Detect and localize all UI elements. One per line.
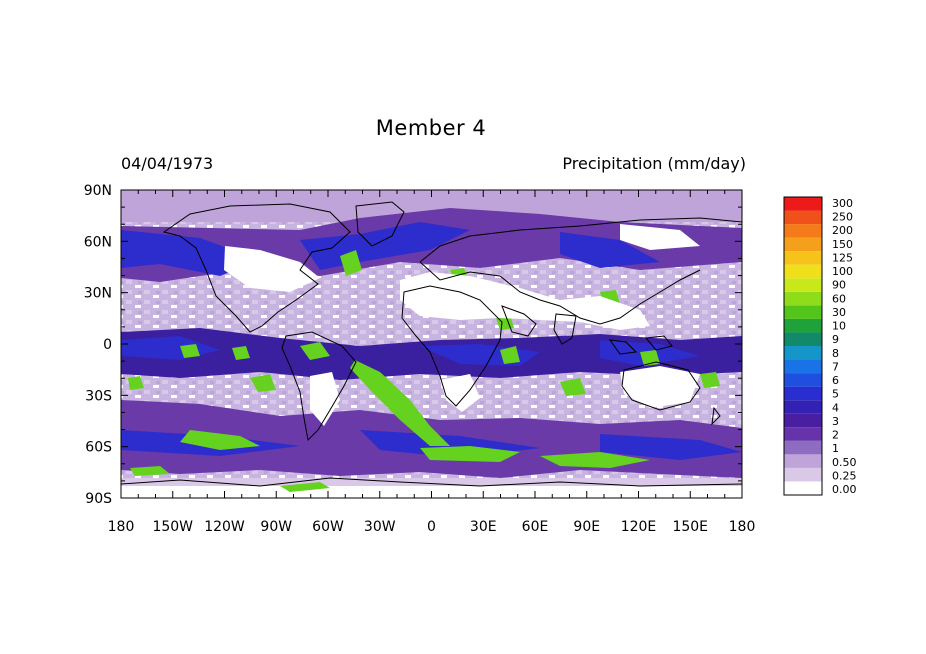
variable-label: Precipitation (mm/day) xyxy=(562,154,746,173)
precipitation-field xyxy=(121,190,742,498)
colorbar-level-label: 200 xyxy=(832,224,853,237)
colorbar-level-label: 4 xyxy=(832,401,839,414)
lat-tick-label: 30N xyxy=(84,286,112,302)
colorbar-swatch xyxy=(784,386,822,401)
colorbar-level-label: 60 xyxy=(832,292,846,305)
colorbar-swatch xyxy=(784,251,822,265)
colorbar-level-label: 100 xyxy=(832,265,853,278)
colorbar-swatch xyxy=(784,400,822,414)
lon-tick-label: 120E xyxy=(621,519,657,535)
lon-tick-label: 90E xyxy=(573,519,600,535)
lon-axis-labels: 180 150W 120W 90W 60W 30W 0 30E 60E 90E 120E 150E 18… xyxy=(108,519,756,535)
colorbar-level-label: 10 xyxy=(832,320,846,333)
colorbar-level-label: 5 xyxy=(832,388,839,401)
colorbar-swatch xyxy=(784,427,822,441)
colorbar-frame xyxy=(783,196,823,496)
lon-tick-label: 0 xyxy=(427,519,436,535)
colorbar-swatch xyxy=(784,359,822,374)
lat-tick-label: 60S xyxy=(85,440,112,456)
colorbar-level-label: 2 xyxy=(832,429,839,442)
lon-tick-label: 150E xyxy=(672,519,708,535)
lon-tick-label: 30W xyxy=(364,519,396,535)
colorbar-swatch xyxy=(784,467,822,482)
lon-tick-label: 30E xyxy=(470,519,497,535)
colorbar-level-label: 300 xyxy=(832,197,853,210)
colorbar-level-label: 3 xyxy=(832,415,839,428)
plot-title: Member 4 xyxy=(375,116,487,140)
colorbar-level-label: 90 xyxy=(832,279,846,292)
coastlines xyxy=(121,201,742,487)
lon-tick-label: 150W xyxy=(152,519,193,535)
lat-tick-label: 0 xyxy=(103,337,112,353)
colorbar-level-label: 8 xyxy=(832,347,839,360)
lon-tick-label: 180 xyxy=(108,519,135,535)
colorbar-swatch xyxy=(784,305,822,319)
colorbar-level-label: 125 xyxy=(832,251,853,264)
colorbar-swatch xyxy=(784,197,822,211)
colorbar-level-label: 0.25 xyxy=(832,469,857,482)
colorbar-swatch xyxy=(784,440,822,455)
colorbar-swatch xyxy=(784,346,822,360)
colorbar-swatch xyxy=(784,291,822,306)
colorbar-swatch xyxy=(784,318,822,333)
colorbar-level-label: 0.50 xyxy=(832,456,857,469)
colorbar-level-label: 250 xyxy=(832,211,853,224)
date-label: 04/04/1973 xyxy=(121,154,214,173)
colorbar-swatch xyxy=(784,373,822,387)
colorbar-level-label: 1 xyxy=(832,442,839,455)
colorbar-swatch xyxy=(784,224,822,238)
colorbar-swatch xyxy=(784,237,822,252)
colorbar-swatch xyxy=(784,481,822,495)
colorbar-level-label: 6 xyxy=(832,374,839,387)
lat-tick-label: 60N xyxy=(84,234,112,250)
lat-axis-labels: 90N 60N 30N 0 30S 60S 90S xyxy=(84,183,112,507)
colorbar-level-label: 0.00 xyxy=(832,483,857,496)
colorbar-swatch xyxy=(784,413,822,428)
lat-tick-label: 90S xyxy=(85,491,112,507)
lat-tick-label: 90N xyxy=(84,183,112,199)
colorbar-swatch xyxy=(784,332,822,346)
colorbar-swatch xyxy=(784,264,822,279)
colorbar-level-label: 7 xyxy=(832,360,839,373)
colorbar-level-label: 30 xyxy=(832,306,846,319)
lon-tick-label: 90W xyxy=(260,519,292,535)
lon-tick-label: 60W xyxy=(312,519,344,535)
lat-tick-label: 30S xyxy=(85,388,112,404)
colorbar xyxy=(783,196,823,496)
colorbar-swatch xyxy=(784,454,822,468)
colorbar-level-label: 9 xyxy=(832,333,839,346)
colorbar-swatch xyxy=(784,278,822,292)
lon-tick-label: 180 xyxy=(729,519,756,535)
colorbar-level-label: 150 xyxy=(832,238,853,251)
colorbar-swatch xyxy=(784,210,822,225)
axis-ticks xyxy=(120,189,743,499)
colorbar-labels: 0.000.250.501234567891030609010012515020… xyxy=(832,197,857,496)
lon-tick-label: 120W xyxy=(204,519,245,535)
lon-tick-label: 60E xyxy=(522,519,549,535)
